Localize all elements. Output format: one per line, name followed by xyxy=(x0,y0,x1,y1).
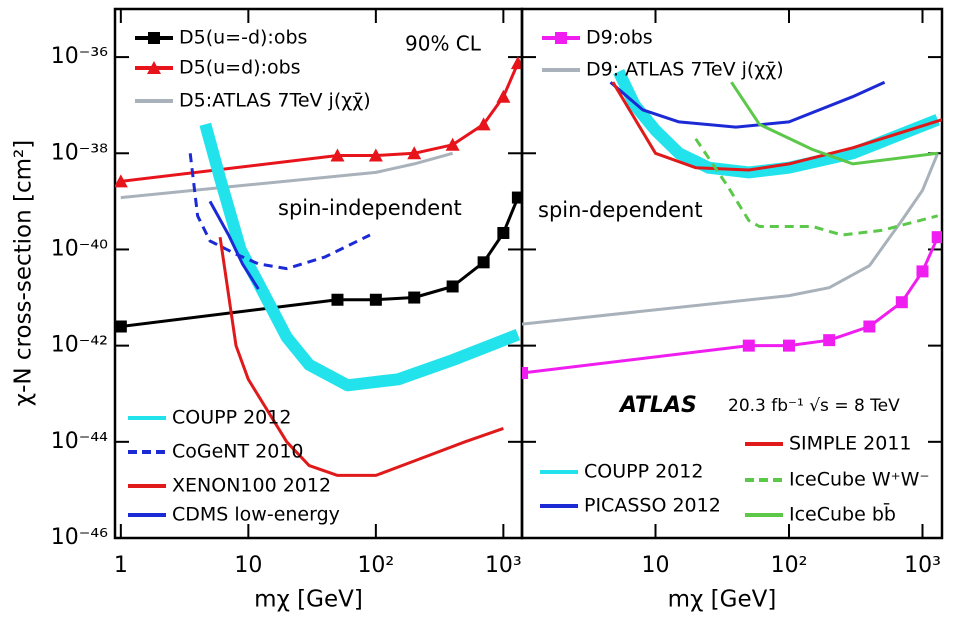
x-tick-label: 10³ xyxy=(485,553,522,578)
marker xyxy=(782,339,795,352)
y-axis-label: χ-N cross-section [cm²] xyxy=(11,140,37,406)
x-tick-label: 10 xyxy=(234,553,262,578)
marker xyxy=(522,366,528,379)
x-tick-label: 10² xyxy=(771,553,808,578)
marker xyxy=(368,148,383,162)
x-tick-label: 1 xyxy=(114,553,128,578)
legend-label: D5(u=-d):obs xyxy=(179,27,307,49)
marker xyxy=(408,291,421,304)
legend-marker xyxy=(148,32,160,44)
marker xyxy=(863,320,876,333)
annotation: spin-independent xyxy=(278,196,462,220)
marker xyxy=(407,146,422,160)
x-tick-label: 10³ xyxy=(904,553,941,578)
series-group xyxy=(115,56,522,477)
marker xyxy=(445,137,460,151)
marker xyxy=(115,174,128,188)
marker xyxy=(369,293,382,306)
line xyxy=(694,137,939,237)
legend-label: PICASSO 2012 xyxy=(584,495,721,517)
marker xyxy=(476,117,491,131)
marker xyxy=(931,231,942,244)
x-axis-label: mχ [GeV] xyxy=(254,587,363,613)
annotation: 20.3 fb⁻¹ √s = 8 TeV xyxy=(728,396,900,416)
line xyxy=(188,153,371,271)
x-tick-label: 10² xyxy=(357,553,394,578)
legend-label: D9:obs xyxy=(586,27,653,49)
legend-label: D5:ATLAS 7TeV j(χχ̄) xyxy=(179,90,371,112)
line xyxy=(730,81,938,166)
y-tick-label: 10⁻⁴⁰ xyxy=(51,236,108,261)
legend-label: SIMPLE 2011 xyxy=(789,433,912,455)
line xyxy=(609,80,886,129)
y-tick-label: 10⁻³⁸ xyxy=(51,140,108,165)
line xyxy=(611,81,942,172)
marker xyxy=(497,226,510,239)
legend-label: COUPP 2012 xyxy=(172,407,291,429)
y-tick-label: 10⁻⁴⁶ xyxy=(51,525,108,550)
marker xyxy=(895,296,908,309)
line xyxy=(522,152,940,326)
legend-label: IceCube bb̄ xyxy=(789,501,896,525)
annotation: ATLAS xyxy=(618,393,697,418)
marker xyxy=(511,191,522,204)
legend-label: XENON100 2012 xyxy=(172,475,331,497)
series-group xyxy=(522,69,942,379)
marker xyxy=(916,265,929,278)
x-axis-label: mχ [GeV] xyxy=(668,587,777,613)
annotation: 90% CL xyxy=(405,32,482,56)
marker xyxy=(477,256,490,269)
marker xyxy=(742,339,755,352)
marker xyxy=(496,89,511,103)
legend-label: CoGeNT 2010 xyxy=(172,441,304,463)
line xyxy=(120,151,453,200)
legend-label: D9: ATLAS 7TeV j(χχ̄) xyxy=(586,59,784,81)
band xyxy=(199,122,521,392)
annotation: spin-dependent xyxy=(538,198,703,222)
marker xyxy=(330,148,345,162)
legend-label: CDMS low-energy xyxy=(172,504,340,526)
x-tick-label: 10 xyxy=(641,553,669,578)
marker xyxy=(446,280,459,293)
marker xyxy=(823,334,836,347)
marker xyxy=(510,56,522,70)
y-tick-label: 10⁻³⁶ xyxy=(51,44,108,69)
legend-marker xyxy=(555,32,567,44)
line xyxy=(218,236,504,477)
marker xyxy=(115,320,127,333)
plot-frame xyxy=(520,7,944,540)
line xyxy=(208,200,260,290)
legend-label: D5(u=d):obs xyxy=(179,57,301,79)
legend-marker xyxy=(147,61,161,74)
legend-label: IceCube W⁺W⁻ xyxy=(789,469,929,491)
marker xyxy=(331,293,344,306)
legend-label: COUPP 2012 xyxy=(584,461,703,483)
y-tick-label: 10⁻⁴⁴ xyxy=(51,429,108,454)
y-tick-label: 10⁻⁴² xyxy=(51,333,108,358)
line xyxy=(120,62,520,183)
